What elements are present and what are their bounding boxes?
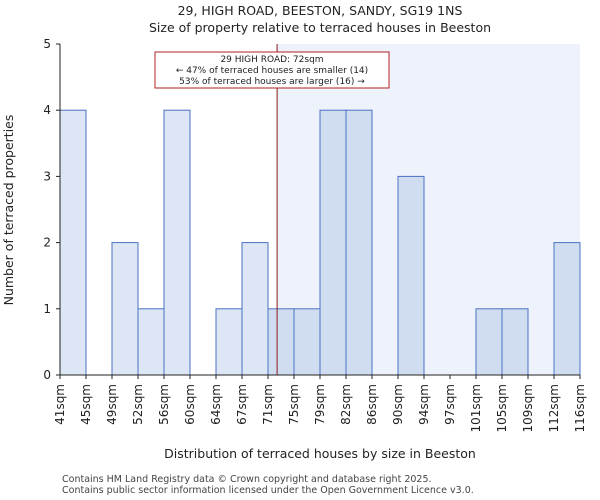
y-tick-label-2: 2 [43, 236, 51, 250]
x-tick-label-90sqm: 90sqm [391, 384, 405, 425]
y-tick-label-1: 1 [43, 302, 51, 316]
x-tick-label-82sqm: 82sqm [339, 384, 353, 425]
x-tick-label-97sqm: 97sqm [443, 384, 457, 425]
bar-75sqm [293, 308, 321, 376]
x-tick-label-105sqm: 105sqm [495, 384, 509, 432]
x-tick-label-71sqm: 71sqm [261, 384, 275, 425]
bar-101sqm [475, 308, 503, 376]
x-axis-label: Distribution of terraced houses by size … [164, 446, 476, 461]
y-tick-label-4: 4 [43, 103, 51, 117]
x-tick-label-75sqm: 75sqm [287, 384, 301, 425]
bar-67sqm [241, 242, 269, 376]
x-tick-label-56sqm: 56sqm [157, 384, 171, 425]
x-tick-label-112sqm: 112sqm [547, 384, 561, 432]
annotation-line-2: ← 47% of terraced houses are smaller (14… [176, 66, 368, 76]
bar-90sqm [397, 175, 425, 376]
x-tick-label-45sqm: 45sqm [79, 384, 93, 425]
x-tick-label-64sqm: 64sqm [209, 384, 223, 425]
annotation-box: 29 HIGH ROAD: 72sqm ← 47% of terraced ho… [154, 51, 390, 89]
bar-56sqm [163, 109, 191, 376]
footer-line-1: Contains HM Land Registry data © Crown c… [62, 474, 432, 485]
bar-105sqm [501, 308, 529, 376]
x-tick-label-49sqm: 49sqm [105, 384, 119, 425]
annotation-line-1: 29 HIGH ROAD: 72sqm [220, 55, 323, 65]
x-tick-label-86sqm: 86sqm [365, 384, 379, 425]
y-tick-label-0: 0 [43, 368, 51, 382]
bar-49sqm [111, 242, 139, 376]
annotation-line-3: 53% of terraced houses are larger (16) → [179, 77, 365, 87]
bar-52sqm [137, 308, 165, 376]
bar-71sqm [267, 308, 295, 376]
x-tick-label-94sqm: 94sqm [417, 384, 431, 425]
x-tick-label-67sqm: 67sqm [235, 384, 249, 425]
y-tick-label-3: 3 [43, 169, 51, 183]
footer-line-2: Contains public sector information licen… [62, 485, 474, 496]
x-tick-label-52sqm: 52sqm [131, 384, 145, 425]
bar-112sqm [553, 242, 581, 376]
x-tick-label-109sqm: 109sqm [521, 384, 535, 432]
x-tick-label-101sqm: 101sqm [469, 384, 483, 432]
y-axis-label: Number of terraced properties [1, 115, 16, 306]
bar-79sqm [319, 109, 347, 376]
bar-41sqm [59, 109, 87, 376]
y-tick-label-5: 5 [43, 37, 51, 51]
bar-82sqm [345, 109, 373, 376]
x-tick-label-60sqm: 60sqm [183, 384, 197, 425]
footer-attribution: Contains HM Land Registry data © Crown c… [62, 474, 474, 496]
bar-64sqm [215, 308, 243, 376]
x-tick-label-79sqm: 79sqm [313, 384, 327, 425]
x-tick-label-116sqm: 116sqm [573, 384, 587, 432]
chart-title: 29, HIGH ROAD, BEESTON, SANDY, SG19 1NS [178, 3, 463, 18]
x-tick-label-41sqm: 41sqm [53, 384, 67, 425]
chart-subtitle: Size of property relative to terraced ho… [149, 20, 491, 35]
